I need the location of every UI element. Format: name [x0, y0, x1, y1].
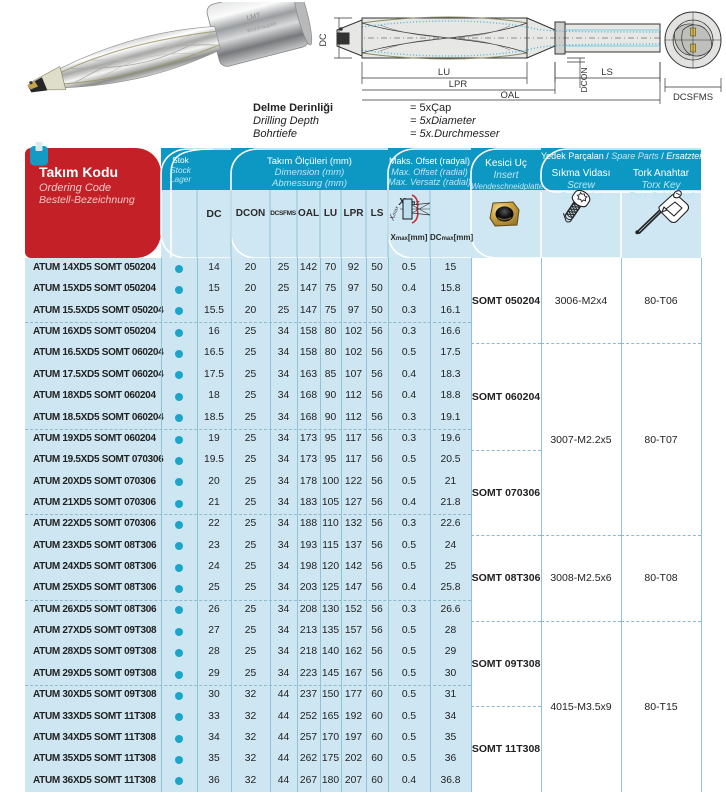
svg-text:DCON: DCON — [579, 67, 589, 92]
svg-text:LU: LU — [438, 67, 450, 78]
svg-text:OAL: OAL — [500, 90, 519, 101]
svg-text:Xmax: Xmax — [390, 204, 401, 222]
svg-text:DCSFMS: DCSFMS — [673, 92, 713, 103]
svg-text:IT9480: IT9480 — [497, 219, 507, 223]
svg-text:LPR: LPR — [449, 79, 468, 90]
svg-text:LS: LS — [601, 67, 613, 78]
